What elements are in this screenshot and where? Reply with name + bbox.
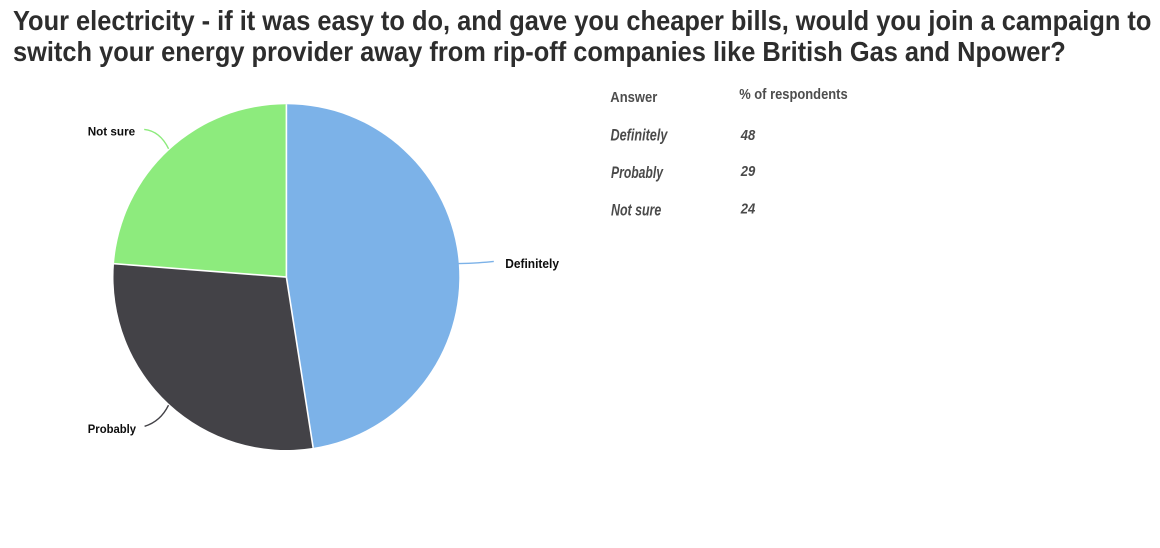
svg-text:Probably: Probably bbox=[611, 164, 664, 182]
svg-text:29: 29 bbox=[740, 162, 756, 179]
svg-text:% of respondents: % of respondents bbox=[739, 85, 848, 102]
svg-text:Answer: Answer bbox=[610, 88, 657, 105]
svg-text:Not sure: Not sure bbox=[611, 202, 661, 220]
svg-text:Definitely: Definitely bbox=[611, 127, 669, 145]
svg-text:24: 24 bbox=[740, 200, 756, 217]
svg-text:48: 48 bbox=[740, 126, 756, 143]
svg-text:Not sure: Not sure bbox=[88, 124, 136, 138]
svg-text:Definitely: Definitely bbox=[505, 257, 559, 271]
svg-text:Probably: Probably bbox=[88, 423, 137, 436]
